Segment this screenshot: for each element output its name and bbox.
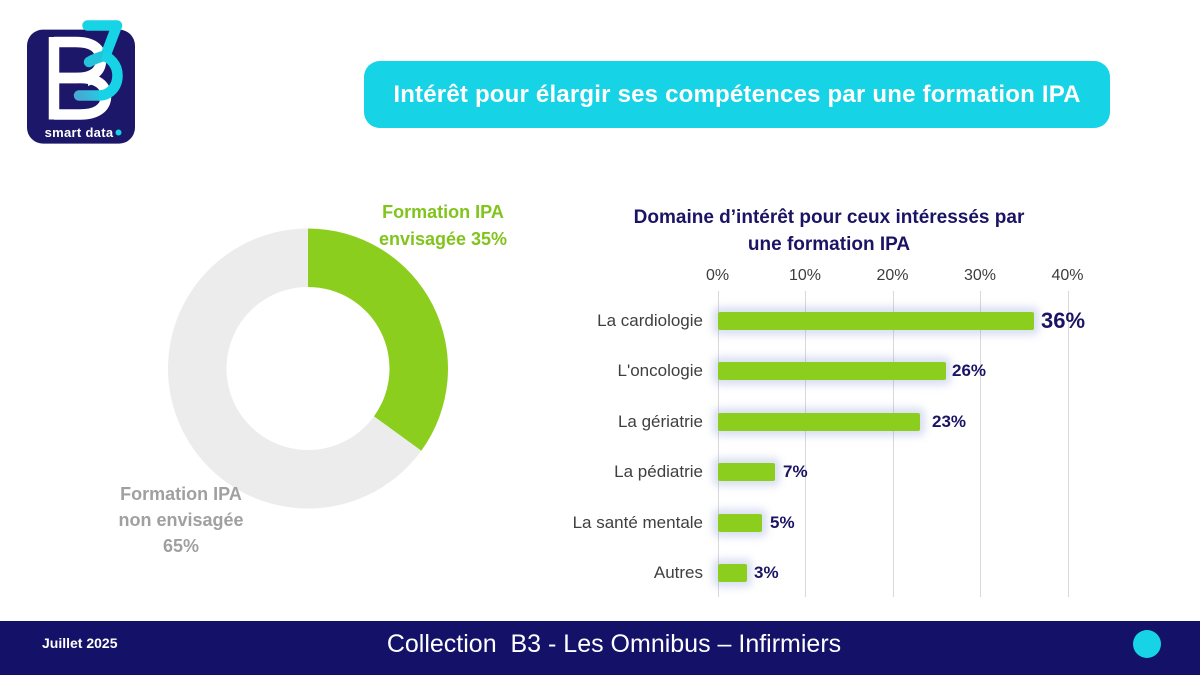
svg-text:smart data: smart data [45, 125, 114, 140]
